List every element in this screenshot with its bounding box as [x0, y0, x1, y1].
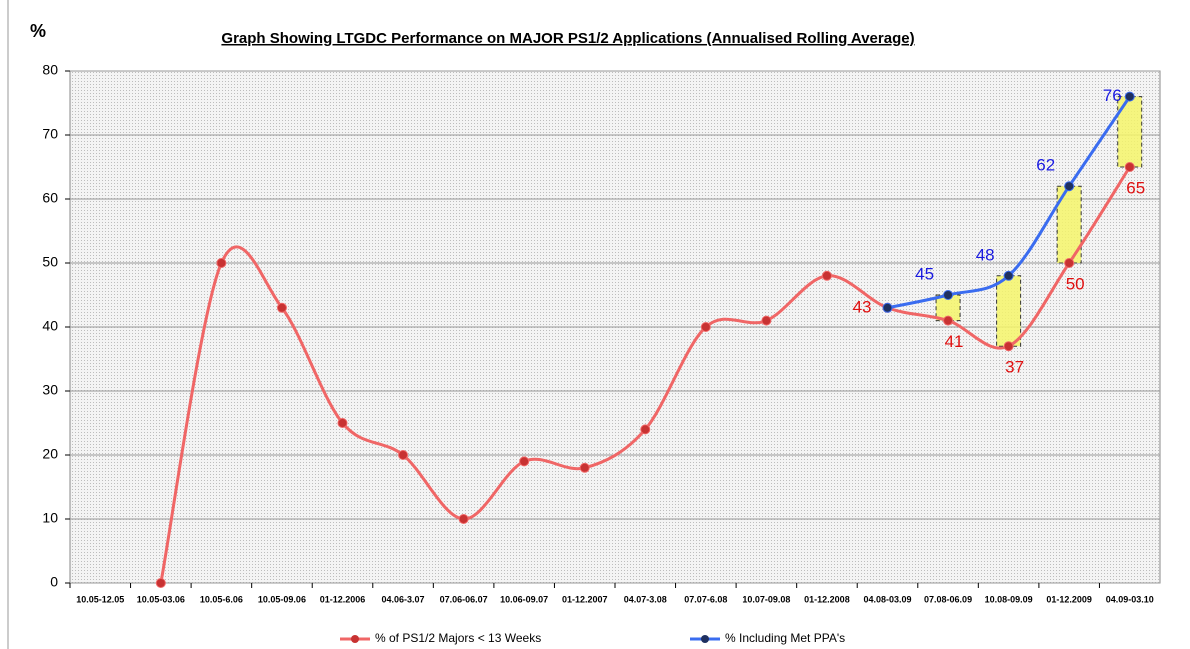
y-tick-label: 20: [42, 446, 58, 462]
data-point: [1064, 258, 1075, 268]
data-point: [579, 462, 590, 473]
x-tick-label: 10.05-6.06: [200, 594, 243, 604]
x-tick-label: 04.09-03.10: [1106, 594, 1154, 604]
legend-label: % Including Met PPA's: [725, 631, 845, 645]
x-tick-label: 01-12.2007: [562, 594, 608, 604]
data-point: [761, 315, 772, 326]
y-tick-label: 60: [42, 190, 58, 206]
plot: 0 10 20 30 40 50 60 70 80 10.05-12.05 10.05-03.06 1…: [42, 62, 1160, 645]
x-tick-label: 07.06-06.07: [440, 594, 488, 604]
data-point: [821, 270, 832, 281]
data-label: 37: [1005, 358, 1024, 377]
x-tick-label: 04.06-3.07: [382, 594, 425, 604]
y-tick-label: 30: [42, 382, 58, 398]
data-label: 48: [976, 245, 995, 264]
y-tick-label: 10: [42, 510, 58, 526]
data-point: [216, 258, 227, 268]
x-tick-label: 04.07-3.08: [624, 594, 667, 604]
data-point: [519, 456, 530, 467]
x-tick-label: 10.05-03.06: [137, 594, 185, 604]
y-tick-label: 0: [50, 574, 58, 590]
data-point: [640, 424, 651, 435]
data-label: 45: [915, 264, 934, 283]
data-point: [1003, 341, 1014, 352]
data-label: 43: [853, 297, 872, 316]
data-label: 41: [945, 332, 964, 351]
data-point: [882, 302, 893, 313]
x-tick-label: 01-12.2009: [1046, 594, 1092, 604]
gap-box: [996, 275, 1022, 347]
x-tick-label: 07.08-06.09: [924, 594, 972, 604]
data-point: [398, 450, 409, 460]
data-point: [1124, 162, 1135, 172]
data-label: 65: [1126, 178, 1145, 197]
y-tick-label: 80: [42, 62, 58, 78]
data-point: [155, 578, 166, 588]
data-point: [700, 322, 711, 332]
y-tick-label: 40: [42, 318, 58, 334]
data-label: 50: [1066, 274, 1085, 293]
x-tick-label: 10.05-12.05: [76, 594, 124, 604]
legend-marker: [351, 635, 359, 643]
data-point: [458, 514, 469, 524]
y-tick-label: 50: [42, 254, 58, 270]
data-point: [943, 290, 954, 300]
data-point: [337, 418, 348, 428]
x-tick-label: 01-12.2008: [804, 594, 850, 604]
y-axis-label: %: [30, 21, 46, 41]
data-point: [1064, 181, 1075, 192]
x-tick-label: 07.07-6.08: [684, 594, 727, 604]
series-line: [887, 95, 1131, 310]
data-point: [1003, 270, 1014, 281]
x-tick-label: 10.06-09.07: [500, 594, 548, 604]
chart-title: Graph Showing LTGDC Performance on MAJOR…: [221, 30, 914, 47]
data-point: [276, 302, 287, 313]
data-point: [943, 315, 954, 326]
legend-label: % of PS1/2 Majors < 13 Weeks: [375, 631, 541, 645]
x-tick-label: 10.05-09.06: [258, 594, 306, 604]
x-tick-label: 01-12.2006: [320, 594, 366, 604]
legend-marker: [701, 635, 709, 643]
series-line: [159, 166, 1131, 584]
y-tick-label: 70: [42, 126, 58, 142]
data-point: [1124, 91, 1135, 102]
data-label: 76: [1103, 86, 1122, 105]
x-tick-label: 10.08-09.09: [985, 594, 1033, 604]
data-label: 62: [1036, 156, 1055, 175]
x-tick-label: 10.07-09.08: [742, 594, 790, 604]
x-tick-label: 04.08-03.09: [863, 594, 911, 604]
